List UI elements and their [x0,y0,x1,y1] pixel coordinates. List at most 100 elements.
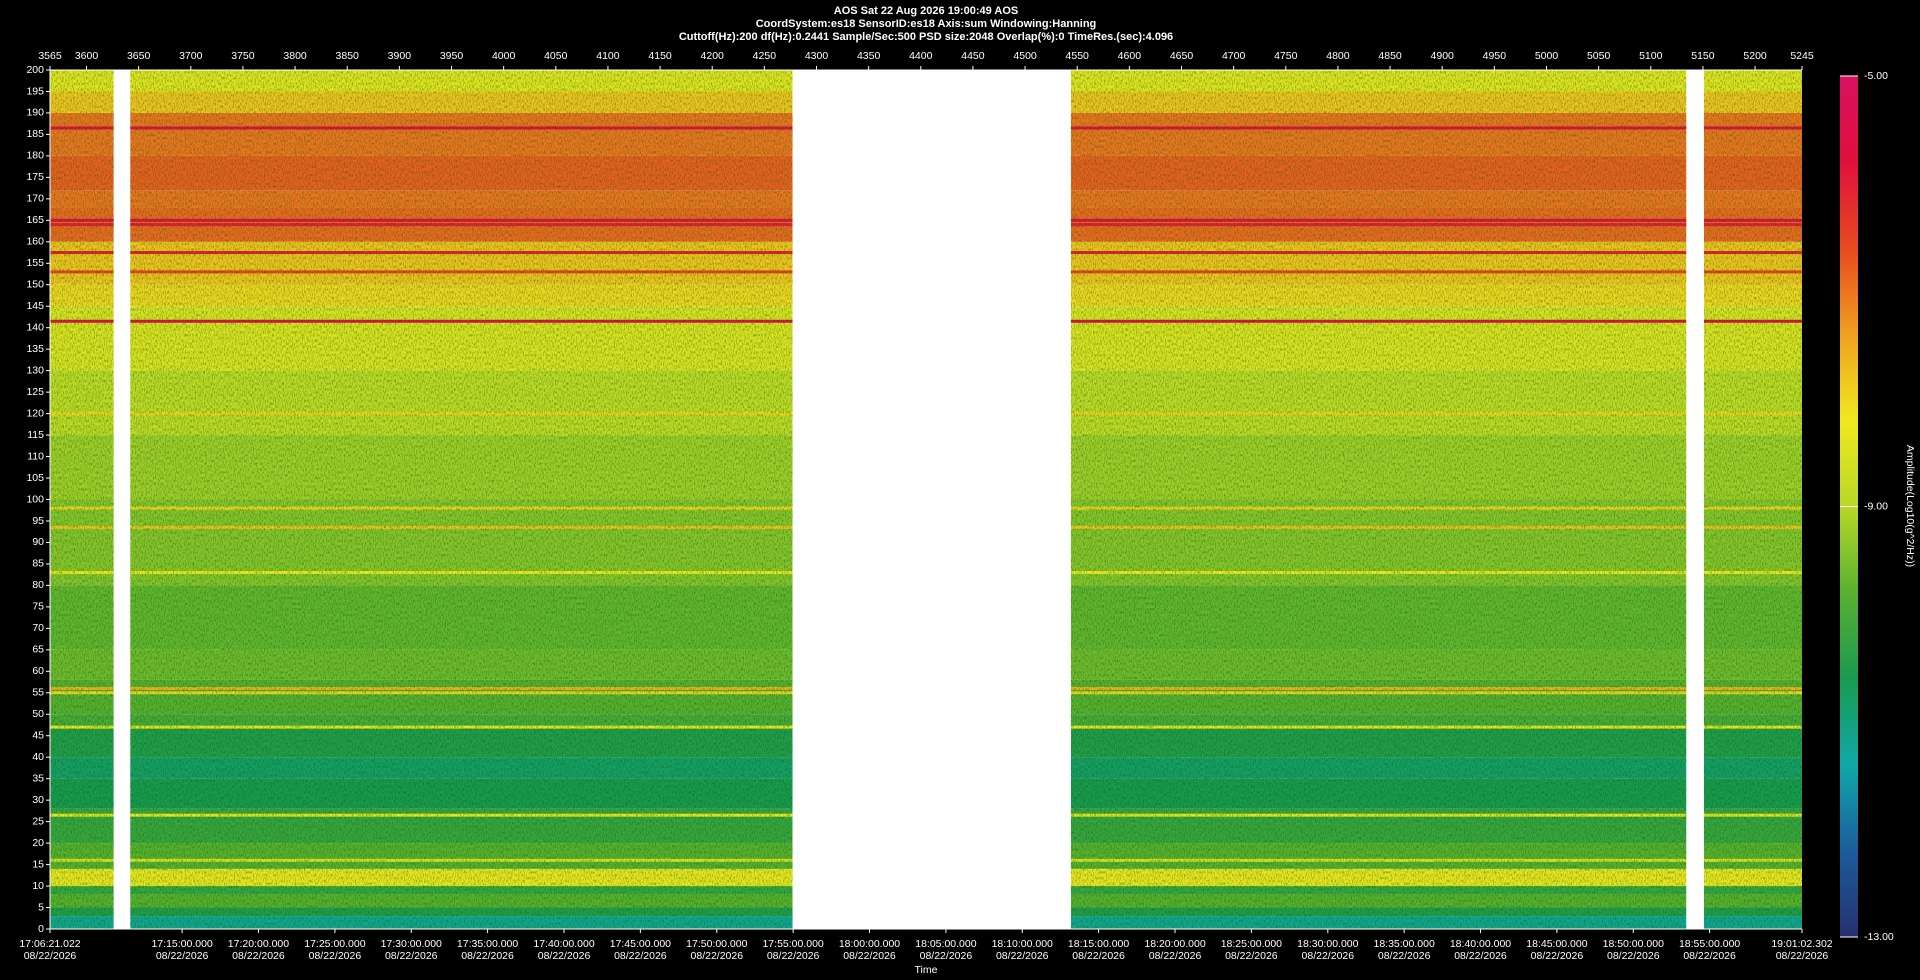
y-tick-label: 25 [32,815,44,827]
x-tick-label: 4750 [1274,50,1298,62]
time-tick-label: 17:15:00.000 [151,938,212,950]
time-tick-date: 08/22/2026 [538,950,591,962]
y-tick-label: 125 [26,386,44,398]
time-tick-label: 17:25:00.000 [304,938,365,950]
x-tick-label: 3750 [231,50,255,62]
x-tick-label: 4450 [961,50,985,62]
x-tick-label: 5100 [1639,50,1663,62]
time-tick-date: 08/22/2026 [385,950,438,962]
time-tick-label: 18:05:00.000 [915,938,976,950]
x-tick-label: 3650 [127,50,151,62]
x-tick-label: 4700 [1222,50,1246,62]
time-tick-label: 17:35:00.000 [457,938,518,950]
x-tick-label: 3565 [38,50,62,62]
y-tick-label: 195 [26,85,44,97]
y-tick-label: 160 [26,236,44,248]
subtitle: Cuttoff(Hz):200 df(Hz):0.2441 Sample/Sec… [679,31,1173,43]
y-tick-label: 170 [26,193,44,205]
x-tick-label: 4950 [1483,50,1507,62]
y-tick-label: 150 [26,279,44,291]
x-tick-label: 4400 [909,50,933,62]
y-tick-label: 95 [32,515,44,527]
time-tick-label: 18:40:00.000 [1450,938,1511,950]
time-tick-label: 17:50:00.000 [686,938,747,950]
time-tick-date: 08/22/2026 [461,950,514,962]
y-tick-label: 10 [32,880,44,892]
y-tick-label: 55 [32,687,44,699]
x-tick-label: 3900 [388,50,412,62]
time-tick-date: 08/22/2026 [1531,950,1584,962]
time-tick-date: 08/22/2026 [996,950,1049,962]
x-tick-label: 4050 [544,50,568,62]
y-tick-label: 135 [26,343,44,355]
x-tick-label: 4300 [805,50,829,62]
time-tick-date: 08/22/2026 [920,950,973,962]
time-tick-date: 08/22/2026 [1072,950,1125,962]
subtitle: CoordSystem:es18 SensorID:es18 Axis:sum … [756,18,1097,30]
x-axis-label: Time [915,964,938,976]
y-tick-label: 35 [32,772,44,784]
x-tick-label: 4000 [492,50,516,62]
x-tick-label: 3950 [440,50,464,62]
x-tick-label: 5200 [1743,50,1767,62]
y-tick-label: 90 [32,536,44,548]
time-tick-date: 08/22/2026 [24,950,77,962]
y-tick-label: 0 [38,923,44,935]
y-tick-label: 155 [26,257,44,269]
time-tick-label: 17:40:00.000 [533,938,594,950]
y-tick-label: 200 [26,64,44,76]
y-tick-label: 70 [32,622,44,634]
time-tick-label: 19:01:02.302 [1771,938,1832,950]
y-tick-label: 15 [32,858,44,870]
time-tick-date: 08/22/2026 [1149,950,1202,962]
y-tick-label: 115 [27,429,44,441]
y-tick-label: 145 [26,300,44,312]
y-tick-label: 75 [32,601,44,613]
x-tick-label: 4250 [753,50,777,62]
y-tick-label: 185 [26,128,44,140]
x-tick-label: 4200 [701,50,725,62]
time-tick-label: 18:10:00.000 [992,938,1053,950]
time-tick-label: 18:45:00.000 [1526,938,1587,950]
y-tick-label: 30 [32,794,44,806]
time-tick-label: 17:45:00.000 [610,938,671,950]
time-tick-label: 17:06:21.022 [19,938,80,950]
time-tick-label: 18:50:00.000 [1603,938,1664,950]
y-tick-label: 130 [26,364,44,376]
x-tick-label: 4100 [596,50,620,62]
time-tick-date: 08/22/2026 [691,950,744,962]
colorbar-tick-label: -5.00 [1864,70,1888,82]
time-tick-date: 08/22/2026 [1454,950,1507,962]
time-tick-date: 08/22/2026 [1683,950,1736,962]
y-tick-label: 190 [26,107,44,119]
x-tick-label: 4850 [1378,50,1402,62]
time-tick-label: 17:55:00.000 [762,938,823,950]
x-tick-label: 4550 [1066,50,1090,62]
x-tick-label: 4150 [648,50,672,62]
colorbar-tick-label: -13.00 [1864,931,1894,943]
y-tick-label: 105 [26,472,44,484]
y-tick-label: 100 [26,493,44,505]
time-tick-date: 08/22/2026 [1378,950,1431,962]
y-tick-label: 60 [32,665,44,677]
time-tick-date: 08/22/2026 [1607,950,1660,962]
time-tick-label: 18:20:00.000 [1144,938,1205,950]
y-tick-label: 140 [26,321,44,333]
colorbar-label: Amplitude(Log10(g^2/Hz)) [1904,445,1916,567]
time-tick-date: 08/22/2026 [309,950,362,962]
time-tick-date: 08/22/2026 [1225,950,1278,962]
x-tick-label: 4800 [1326,50,1350,62]
x-tick-label: 3700 [179,50,203,62]
y-tick-label: 80 [32,579,44,591]
time-tick-label: 18:35:00.000 [1373,938,1434,950]
time-tick-date: 08/22/2026 [1302,950,1355,962]
time-tick-date: 08/22/2026 [1776,950,1829,962]
y-tick-label: 175 [26,171,44,183]
x-tick-label: 5150 [1691,50,1715,62]
y-tick-label: 40 [32,751,44,763]
x-tick-label: 4350 [857,50,881,62]
x-tick-label: 5000 [1535,50,1559,62]
y-tick-label: 110 [27,450,44,462]
x-tick-label: 3850 [336,50,360,62]
